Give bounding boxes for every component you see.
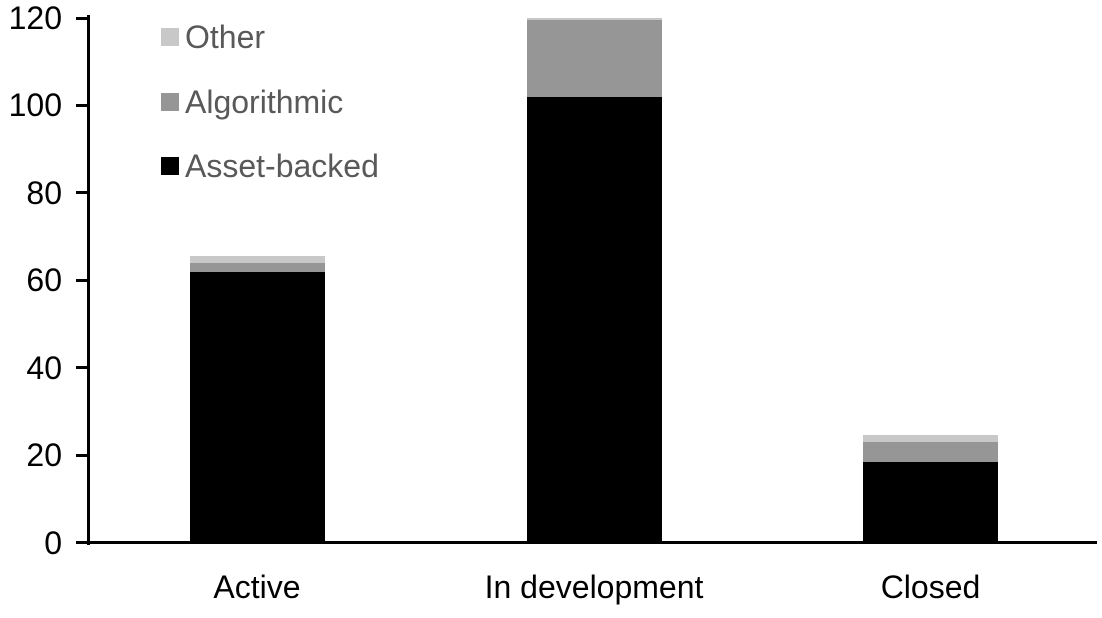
y-tick-mark-0 [76, 541, 90, 544]
bar-closed-algorithmic [863, 441, 998, 462]
y-tick-label-20: 20 [26, 437, 62, 474]
bar-closed-other [863, 435, 998, 442]
bar-in-development-other [526, 18, 662, 21]
x-label-closed: Closed [880, 569, 981, 605]
legend-label-algorithmic: Algorithmic [185, 83, 344, 120]
y-tick-label-120: 120 [8, 0, 62, 36]
bar-closed-asset-backed [863, 461, 998, 543]
y-tick-label-60: 60 [26, 262, 62, 299]
y-tick-label-100: 100 [8, 87, 62, 124]
bar-active-other [189, 256, 325, 263]
y-tick-mark-120 [76, 16, 90, 20]
legend-swatch-asset-backed [161, 157, 179, 175]
y-tick-label-40: 40 [26, 349, 62, 386]
bar-active-algorithmic [189, 262, 325, 272]
y-tick-label-0: 0 [44, 524, 62, 561]
y-tick-mark-60 [76, 278, 90, 282]
x-axis-line [76, 541, 1097, 544]
y-tick-label-80: 80 [26, 174, 62, 211]
y-tick-mark-20 [76, 453, 90, 457]
legend-swatch-algorithmic [161, 92, 179, 111]
y-tick-mark-100 [76, 103, 90, 107]
legend-swatch-other [161, 28, 179, 46]
legend-label-other: Other [185, 19, 266, 55]
x-label-in-development: In development [484, 569, 704, 605]
y-tick-mark-80 [76, 191, 90, 195]
bar-in-development-asset-backed [526, 96, 662, 543]
legend-label-asset-backed: Asset-backed [185, 148, 379, 184]
y-tick-mark-40 [76, 366, 90, 370]
bar-in-development-algorithmic [526, 20, 662, 97]
bar-active-asset-backed [189, 271, 325, 543]
x-label-active: Active [213, 569, 301, 605]
